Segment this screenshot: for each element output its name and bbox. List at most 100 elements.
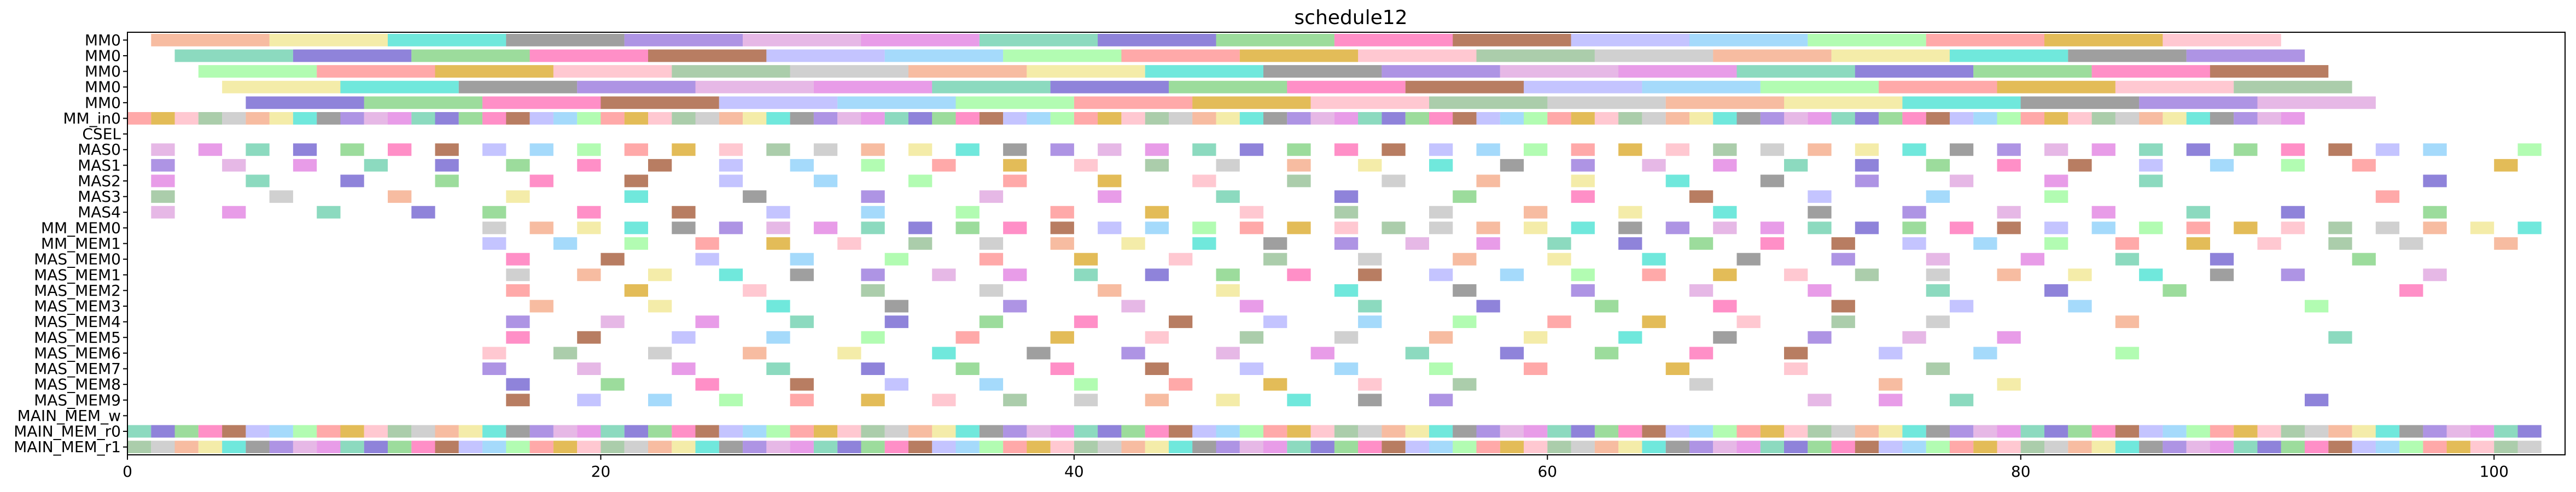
task-bar (766, 331, 790, 344)
task-bar (1808, 425, 1831, 438)
task-bar (980, 315, 1003, 328)
task-bar (1192, 143, 1216, 156)
task-bar (1618, 221, 1642, 234)
task-bar (1453, 425, 1476, 438)
task-bar (1571, 284, 1595, 297)
task-bar (932, 159, 955, 172)
task-bar (1808, 441, 1831, 453)
task-bar (577, 425, 601, 438)
task-bar (719, 96, 837, 109)
task-bar (151, 206, 174, 219)
task-bar (625, 34, 743, 46)
task-bar (1192, 425, 1216, 438)
task-bar (719, 159, 743, 172)
task-bar (1406, 425, 1429, 438)
task-bar (2115, 112, 2139, 125)
task-bar (908, 143, 932, 156)
task-bar (1074, 268, 1098, 281)
task-bar (743, 347, 766, 360)
task-bar (1051, 143, 1074, 156)
task-bar (1145, 331, 1169, 344)
task-bar (1334, 362, 1358, 375)
task-bar (1240, 206, 1263, 219)
task-bar (1997, 81, 2115, 93)
task-bar (1973, 347, 1997, 360)
task-bar (932, 112, 955, 125)
task-bar (482, 221, 506, 234)
task-bar (1240, 331, 1263, 344)
task-bar (2281, 112, 2305, 125)
task-bar (530, 175, 553, 188)
task-bar (2423, 221, 2446, 234)
task-bar (1145, 143, 1169, 156)
task-bar (1500, 347, 1524, 360)
task-bar (151, 112, 174, 125)
task-bar (577, 268, 601, 281)
task-bar (2494, 425, 2517, 438)
task-bar (1595, 347, 1618, 360)
task-bar (1145, 268, 1169, 281)
task-bar (601, 441, 624, 453)
task-bar (1263, 112, 1287, 125)
task-bar (2163, 112, 2186, 125)
task-bar (577, 206, 601, 219)
task-bar (625, 237, 648, 250)
task-bar (1145, 394, 1169, 406)
task-bar (411, 50, 529, 62)
task-bar (1737, 253, 1761, 266)
task-bar (1216, 441, 1240, 453)
task-bar (1358, 300, 1382, 313)
task-bar (1832, 315, 1855, 328)
task-bar (2044, 143, 2068, 156)
task-bar (1145, 65, 1263, 78)
task-bar (2115, 81, 2234, 93)
task-bar (222, 159, 246, 172)
task-bar (1855, 221, 1879, 234)
task-bar (1713, 441, 1736, 453)
task-bar (2494, 441, 2517, 453)
task-bar (1618, 331, 1642, 344)
task-bar (1074, 112, 1098, 125)
task-bar (2021, 425, 2044, 438)
task-bar (1477, 143, 1500, 156)
task-bar (1240, 425, 1263, 438)
task-bar (1263, 425, 1287, 438)
task-bar (601, 253, 624, 266)
task-bar (2068, 268, 2091, 281)
task-bar (1689, 425, 1713, 438)
task-bar (1500, 268, 1524, 281)
task-bar (1358, 253, 1382, 266)
task-bar (648, 394, 672, 406)
task-bar (1240, 143, 1263, 156)
task-bar (1453, 112, 1476, 125)
task-bar (1169, 253, 1192, 266)
task-bar (1003, 50, 1121, 62)
task-bar (1832, 112, 1855, 125)
task-bar (151, 190, 174, 203)
task-bar (222, 112, 246, 125)
task-bar (530, 50, 648, 62)
task-bar (2376, 190, 2399, 203)
task-bar (625, 143, 648, 156)
task-bar (1287, 221, 1310, 234)
task-bar (2092, 221, 2115, 234)
task-bar (1808, 206, 1831, 219)
task-bar (1973, 425, 1997, 438)
task-bar (1808, 190, 1831, 203)
task-bar (1689, 347, 1713, 360)
task-bar (317, 112, 340, 125)
task-bar (553, 237, 577, 250)
task-bar (2092, 425, 2115, 438)
task-bar (1382, 112, 1405, 125)
task-bar (1595, 441, 1618, 453)
task-bar (175, 441, 199, 453)
task-bar (2305, 441, 2328, 453)
task-bar (1997, 221, 2021, 234)
task-bar (1926, 441, 1950, 453)
task-bar (1263, 441, 1287, 453)
task-bar (790, 425, 814, 438)
task-bar (861, 394, 884, 406)
task-bar (790, 394, 814, 406)
task-bar (696, 441, 719, 453)
task-bar (837, 347, 861, 360)
